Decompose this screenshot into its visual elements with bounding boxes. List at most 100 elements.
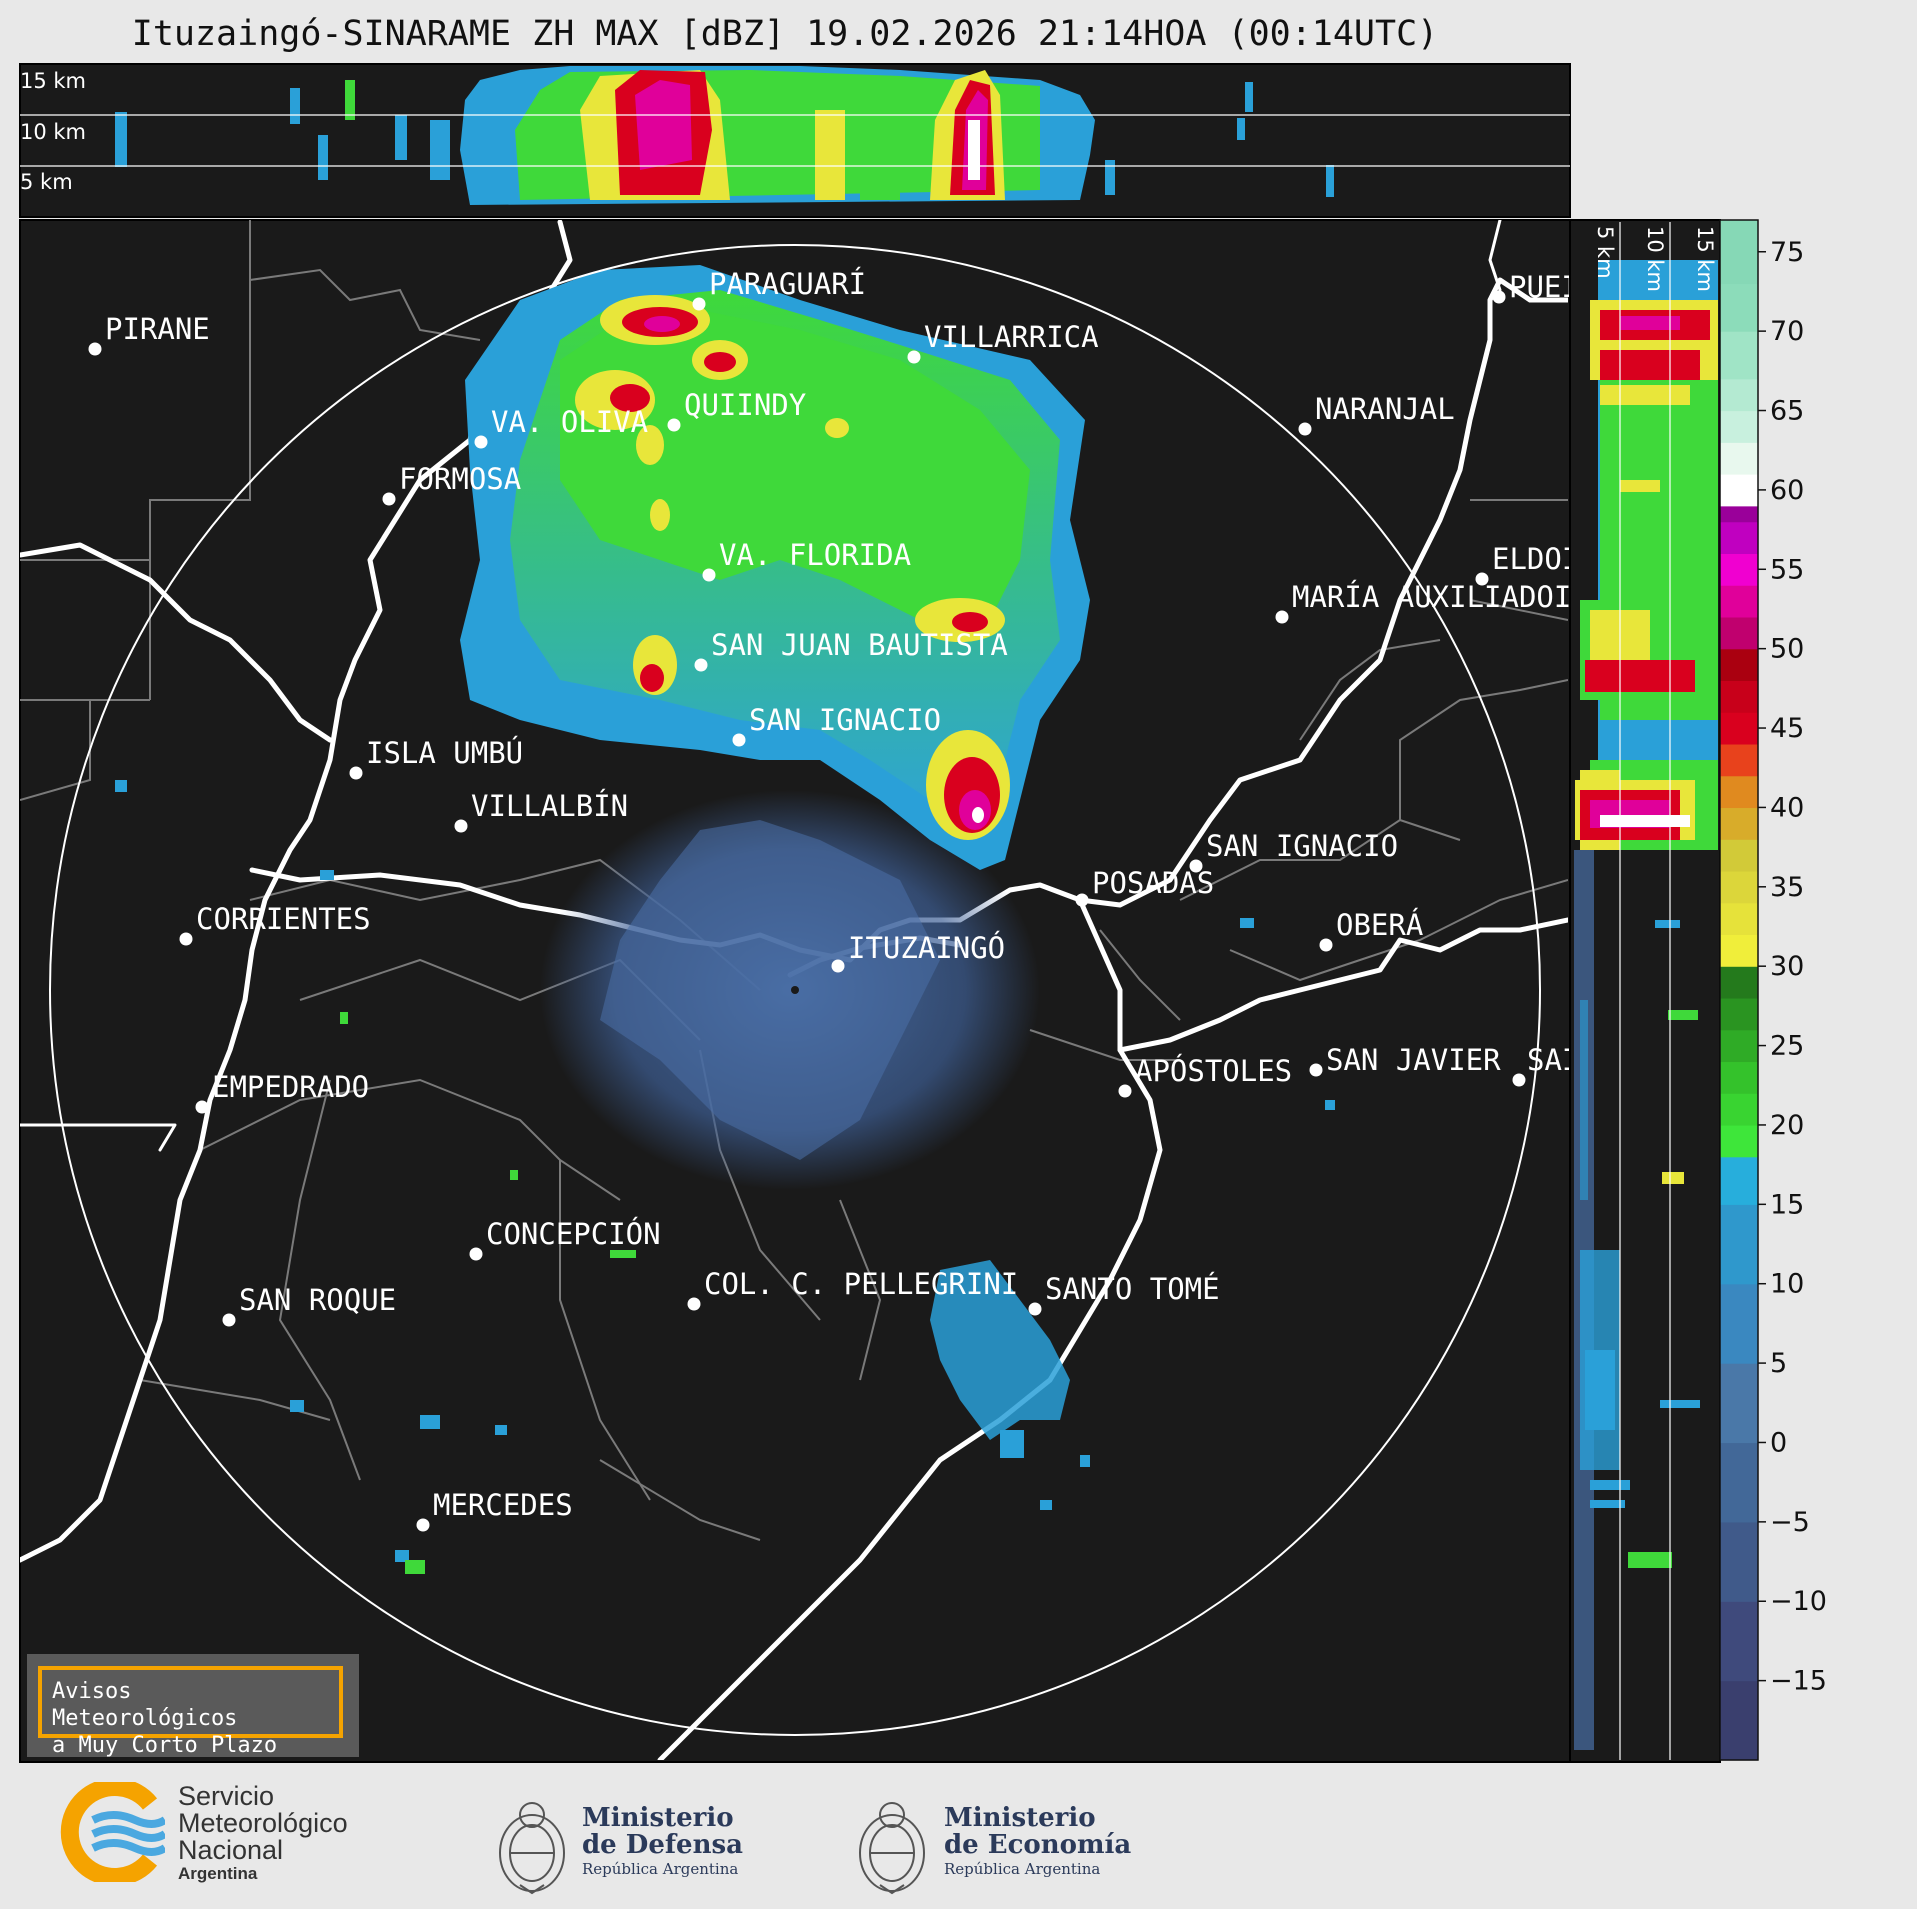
- svg-text:ELDOI: ELDOI: [1492, 542, 1579, 576]
- colorbar-band: [1720, 378, 1758, 412]
- colorbar-band: [1720, 870, 1758, 904]
- svg-text:PARAGUARÍ: PARAGUARÍ: [709, 267, 866, 301]
- colorbar-tick-label: 50: [1770, 634, 1804, 665]
- colorbar-tick-label: 25: [1770, 1031, 1804, 1062]
- city-san-ignacio-ar: SAN IGNACIO: [1189, 829, 1398, 873]
- colorbar-tick-label: 70: [1770, 316, 1804, 347]
- city-eldoi: ELDOI: [1475, 542, 1579, 586]
- top-height-panel: 15 km 10 km 5 km: [19, 63, 1571, 218]
- svg-text:POSADAS: POSADAS: [1092, 866, 1214, 900]
- colorbar-band: [1720, 775, 1758, 809]
- colorbar-band: [1720, 1029, 1758, 1063]
- city-empedrado: EMPEDRADO: [195, 1070, 369, 1114]
- colorbar-band: [1720, 410, 1758, 443]
- svg-text:PIRANE: PIRANE: [105, 312, 210, 346]
- range-ring: [49, 244, 1541, 1736]
- city-posadas: POSADAS: [1075, 866, 1214, 907]
- svg-text:CONCEPCIÓN: CONCEPCIÓN: [486, 1217, 661, 1251]
- colorbar-tick-label: 10: [1770, 1269, 1804, 1300]
- colorbar-band: [1720, 997, 1758, 1031]
- top-height-5km: 5 km: [20, 170, 73, 194]
- warning-box: [27, 1654, 359, 1757]
- svg-text:VA. OLIVA: VA. OLIVA: [491, 405, 648, 439]
- svg-text:EMPEDRADO: EMPEDRADO: [212, 1070, 369, 1104]
- colorbar-band: [1720, 1093, 1758, 1126]
- svg-text:SAN ROQUE: SAN ROQUE: [239, 1283, 396, 1317]
- colorbar-tick-label: −10: [1770, 1586, 1827, 1617]
- city-concepcion: CONCEPCIÓN: [469, 1217, 661, 1261]
- colorbar-band: [1720, 1521, 1758, 1602]
- colorbar-band: [1720, 1061, 1758, 1094]
- colorbar-tick-label: 15: [1770, 1189, 1804, 1220]
- colorbar-band: [1720, 1680, 1758, 1761]
- colorbar-band: [1720, 283, 1758, 332]
- colorbar-band: [1720, 1283, 1758, 1364]
- svg-text:PUEI: PUEI: [1509, 270, 1579, 304]
- colorbar-band: [1720, 1156, 1758, 1205]
- city-santo-tome: SANTO TOMÉ: [1028, 1272, 1220, 1316]
- colorbar-band: [1720, 585, 1758, 618]
- colorbar-band: [1720, 743, 1758, 777]
- svg-text:APÓSTOLES: APÓSTOLES: [1135, 1054, 1292, 1088]
- city-mercedes: MERCEDES: [416, 1488, 573, 1532]
- smn-logo-text: Servicio Meteorológico Nacional Argentin…: [178, 1781, 348, 1884]
- city-isla-umbu: ISLA UMBÚ: [349, 736, 523, 780]
- colorbar-tick-label: 0: [1770, 1427, 1787, 1458]
- colorbar-tick-label: −5: [1770, 1507, 1810, 1538]
- colorbar-tick-label: 5: [1770, 1348, 1787, 1379]
- colorbar-tick-label: 35: [1770, 872, 1804, 903]
- svg-text:SAN JUAN BAUTISTA: SAN JUAN BAUTISTA: [711, 628, 1008, 662]
- warning-link[interactable]: Avisos Meteorológicos a Muy Corto Plazo: [38, 1666, 343, 1758]
- colorbar-band: [1720, 1601, 1758, 1682]
- colorbar-band: [1720, 1363, 1758, 1444]
- colorbar-tick-label: −15: [1770, 1666, 1827, 1697]
- colorbar-tick-label: 65: [1770, 396, 1804, 427]
- smn-logo-icon: [60, 1782, 165, 1882]
- svg-text:OBERÁ: OBERÁ: [1336, 908, 1423, 942]
- colorbar-band: [1720, 680, 1758, 713]
- city-quiindy: QUIINDY: [667, 388, 806, 432]
- top-height-15km: 15 km: [20, 69, 86, 93]
- colorbar-tick-label: 40: [1770, 792, 1804, 823]
- map-title: Ituzaingó-SINARAME ZH MAX [dBZ] 19.02.20…: [131, 14, 1439, 54]
- warning-line-2: a Muy Corto Plazo: [52, 1733, 278, 1758]
- colorbar-band: [1720, 807, 1758, 840]
- defensa-seal-icon: [499, 1802, 565, 1895]
- city-apostoles: APÓSTOLES: [1118, 1054, 1292, 1098]
- colorbar-band: [1720, 474, 1758, 507]
- colorbar-band: [1720, 1124, 1758, 1158]
- city-corrientes: CORRIENTES: [179, 902, 371, 946]
- svg-text:SAN IGNACIO: SAN IGNACIO: [1206, 829, 1398, 863]
- city-va-oliva: VA. OLIVA: [474, 405, 648, 449]
- side-height-15km: 15 km: [1693, 226, 1717, 292]
- svg-text:VILLALBÍN: VILLALBÍN: [471, 789, 628, 823]
- colorbar-band: [1720, 220, 1758, 285]
- warning-line-1: Avisos Meteorológicos: [52, 1679, 238, 1731]
- side-height-5km: 5 km: [1593, 226, 1617, 279]
- scattered-echoes: [115, 780, 1335, 1574]
- top-height-10km: 10 km: [20, 120, 86, 144]
- defensa-logo-text: Ministerio de Defensa República Argentin…: [582, 1803, 743, 1878]
- svg-text:VILLARRICA: VILLARRICA: [924, 320, 1099, 354]
- colorbar-band: [1720, 553, 1758, 586]
- colorbar-band: [1720, 966, 1758, 999]
- city-pirane: PIRANE: [88, 312, 210, 356]
- svg-text:SAN JAVIER: SAN JAVIER: [1326, 1043, 1501, 1077]
- colorbar-band: [1720, 839, 1758, 872]
- svg-text:ITUZAINGÓ: ITUZAINGÓ: [848, 931, 1005, 965]
- colorbar-band: [1720, 442, 1758, 475]
- city-labels: PARAGUARÍ VILLARRICA PIRANE QUIINDY VA. …: [88, 267, 1579, 1532]
- svg-text:MARÍA AUXILIADOI: MARÍA AUXILIADOI: [1292, 580, 1571, 614]
- city-san-juan-bautista: SAN JUAN BAUTISTA: [694, 628, 1008, 672]
- city-formosa: FORMOSA: [382, 462, 521, 506]
- colorbar-band: [1720, 902, 1758, 936]
- svg-text:VA. FLORIDA: VA. FLORIDA: [719, 538, 911, 572]
- city-naranjal: NARANJAL: [1298, 392, 1455, 436]
- side-height-10km: 10 km: [1643, 226, 1667, 292]
- svg-text:ISLA UMBÚ: ISLA UMBÚ: [366, 736, 523, 770]
- city-obera: OBERÁ: [1319, 908, 1423, 952]
- svg-text:QUIINDY: QUIINDY: [684, 388, 806, 422]
- city-villarrica: VILLARRICA: [907, 320, 1099, 364]
